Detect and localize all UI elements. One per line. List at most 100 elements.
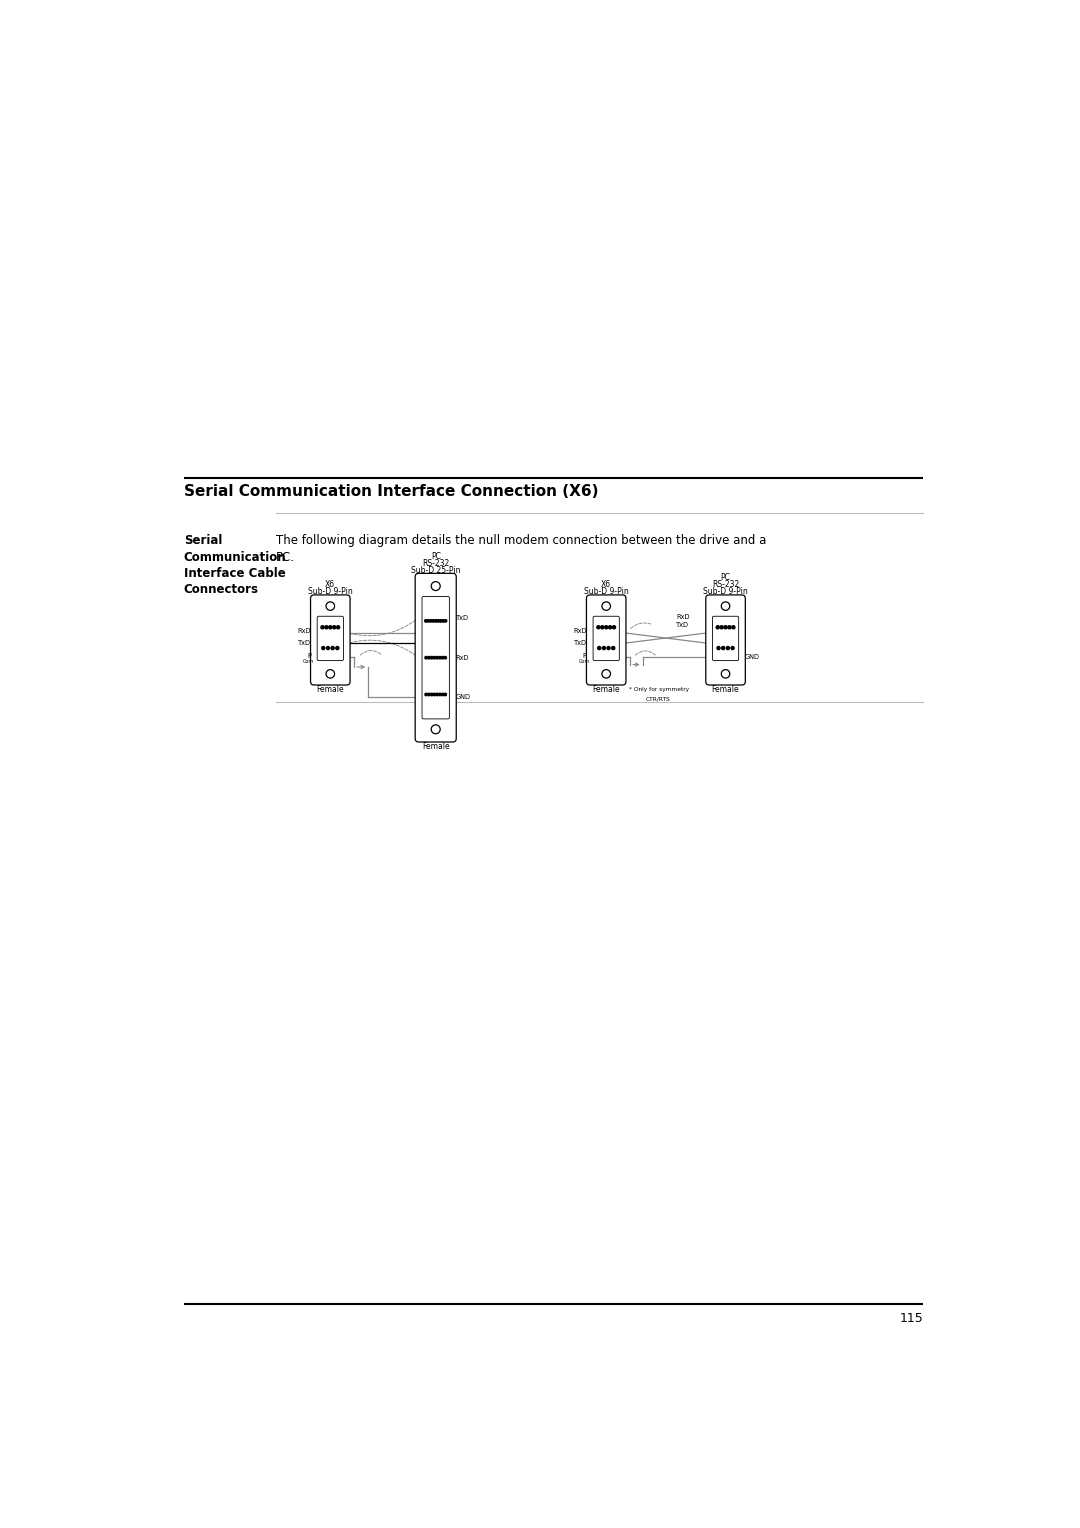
Circle shape [442, 657, 444, 659]
Circle shape [721, 602, 730, 610]
Text: TxD: TxD [676, 622, 689, 628]
Text: The following diagram details the null modem connection between the drive and a: The following diagram details the null m… [276, 535, 767, 547]
FancyBboxPatch shape [593, 616, 619, 660]
Circle shape [440, 620, 442, 622]
Circle shape [607, 646, 610, 649]
Circle shape [727, 646, 729, 649]
Text: P: P [583, 652, 586, 659]
Circle shape [424, 657, 428, 659]
Text: Serial: Serial [184, 535, 222, 547]
Circle shape [717, 646, 720, 649]
Circle shape [432, 620, 434, 622]
Circle shape [444, 694, 446, 695]
Text: GND: GND [745, 654, 760, 660]
Circle shape [720, 626, 724, 630]
Circle shape [603, 646, 606, 649]
Circle shape [716, 626, 719, 630]
Text: TxD: TxD [456, 614, 469, 620]
Circle shape [428, 657, 430, 659]
Text: Communication: Communication [184, 550, 286, 564]
Circle shape [438, 694, 441, 695]
Circle shape [424, 620, 427, 622]
Circle shape [430, 694, 433, 695]
Circle shape [437, 620, 440, 622]
Circle shape [442, 694, 444, 695]
Text: PC: PC [720, 573, 730, 582]
Text: * Only for symmetry: * Only for symmetry [629, 688, 689, 692]
Text: Interface Cable: Interface Cable [184, 567, 285, 579]
Circle shape [442, 620, 444, 622]
FancyBboxPatch shape [311, 594, 350, 685]
Text: Com: Com [579, 659, 590, 663]
FancyBboxPatch shape [713, 616, 739, 660]
Circle shape [433, 694, 435, 695]
Circle shape [602, 602, 610, 610]
Circle shape [337, 626, 340, 630]
Circle shape [438, 657, 441, 659]
Circle shape [721, 669, 730, 678]
Text: X6: X6 [325, 581, 336, 590]
Text: PC.: PC. [276, 550, 295, 564]
Text: RxD: RxD [676, 614, 690, 620]
Text: X6: X6 [602, 581, 611, 590]
Circle shape [611, 646, 615, 649]
Text: RxD: RxD [456, 654, 470, 660]
Text: Com: Com [302, 659, 314, 663]
Text: Sub-D 25-Pin: Sub-D 25-Pin [411, 565, 460, 575]
Text: TxD: TxD [573, 640, 586, 646]
Text: Female: Female [593, 685, 620, 694]
Circle shape [326, 646, 329, 649]
Text: Female: Female [316, 685, 345, 694]
Circle shape [433, 657, 435, 659]
Text: Connectors: Connectors [184, 584, 259, 596]
Circle shape [325, 626, 328, 630]
Circle shape [731, 646, 734, 649]
Text: CTR/RTS: CTR/RTS [646, 697, 671, 701]
Circle shape [436, 657, 438, 659]
Circle shape [322, 646, 325, 649]
FancyBboxPatch shape [422, 596, 449, 718]
Text: PC: PC [431, 552, 441, 561]
Circle shape [430, 657, 433, 659]
Circle shape [434, 620, 437, 622]
Circle shape [612, 626, 616, 630]
FancyBboxPatch shape [318, 616, 343, 660]
Text: TxD: TxD [298, 640, 311, 646]
Circle shape [332, 646, 334, 649]
Circle shape [336, 646, 339, 649]
Text: Sub-D 9-Pin: Sub-D 9-Pin [703, 587, 748, 596]
Text: Female: Female [712, 685, 740, 694]
Circle shape [597, 626, 599, 630]
Circle shape [444, 657, 446, 659]
FancyBboxPatch shape [415, 573, 456, 743]
Circle shape [608, 626, 611, 630]
Text: GND: GND [456, 694, 471, 700]
Circle shape [728, 626, 731, 630]
Circle shape [321, 626, 324, 630]
Circle shape [605, 626, 608, 630]
Circle shape [431, 582, 441, 590]
Circle shape [732, 626, 734, 630]
Text: Serial Communication Interface Connection (X6): Serial Communication Interface Connectio… [184, 484, 598, 500]
Text: RxD: RxD [573, 628, 586, 634]
Circle shape [600, 626, 604, 630]
Circle shape [597, 646, 600, 649]
Text: Female: Female [422, 741, 449, 750]
Circle shape [428, 694, 430, 695]
Circle shape [326, 669, 335, 678]
Circle shape [724, 626, 727, 630]
Circle shape [431, 724, 441, 733]
Circle shape [430, 620, 432, 622]
Circle shape [333, 626, 336, 630]
Text: P: P [307, 652, 311, 659]
FancyBboxPatch shape [586, 594, 626, 685]
Text: 115: 115 [900, 1313, 923, 1325]
Text: Sub-D 9-Pin: Sub-D 9-Pin [308, 587, 353, 596]
Text: RS-232: RS-232 [712, 581, 739, 590]
Circle shape [328, 626, 332, 630]
Text: Sub-D 9-Pin: Sub-D 9-Pin [584, 587, 629, 596]
Text: RxD: RxD [297, 628, 311, 634]
Text: RS-232: RS-232 [422, 559, 449, 567]
Circle shape [444, 620, 447, 622]
Circle shape [602, 669, 610, 678]
